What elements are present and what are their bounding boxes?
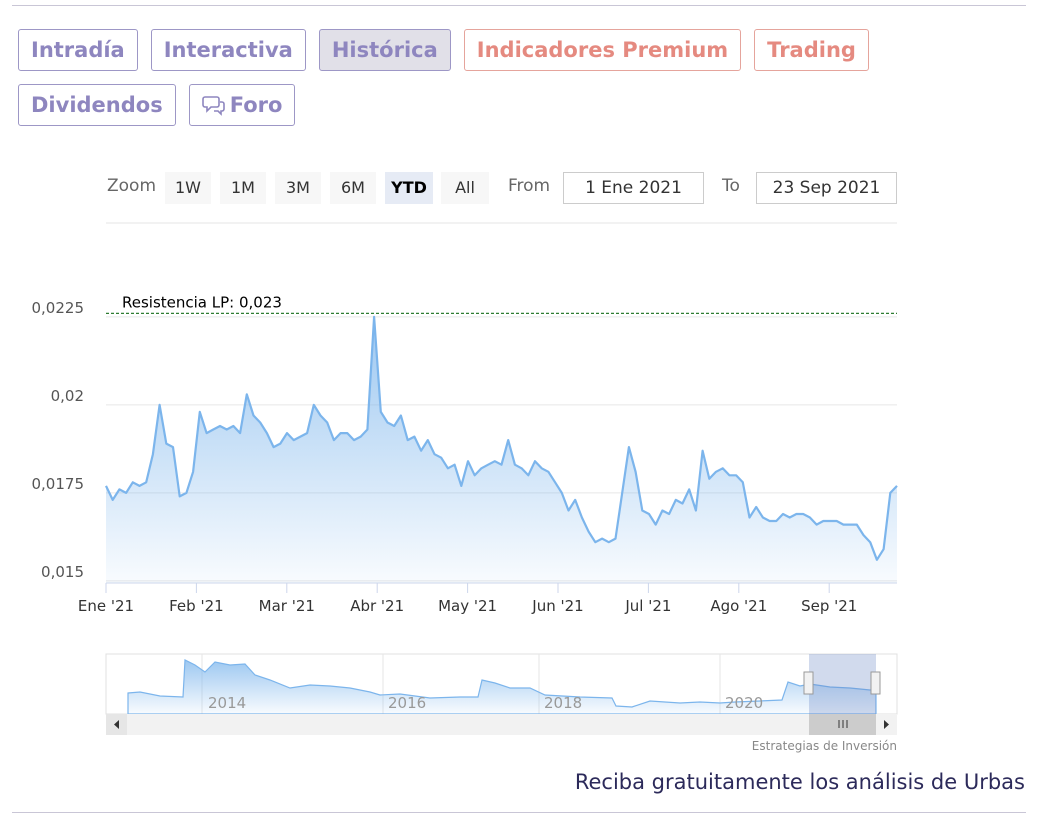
navigator-year: 2016	[388, 694, 426, 712]
tab[interactable]: Intradía	[18, 29, 138, 71]
navigator-year: 2014	[208, 694, 246, 712]
navigator-handle[interactable]	[803, 671, 814, 695]
from-input[interactable]: 1 Ene 2021	[563, 172, 704, 204]
x-tick-label: Ago '21	[710, 597, 767, 615]
zoom-button[interactable]: 1W	[165, 172, 211, 204]
scrollbar-track[interactable]	[106, 714, 897, 735]
navigator-handle[interactable]	[870, 671, 881, 695]
tab[interactable]: Interactiva	[150, 29, 306, 71]
x-tick-label: May '21	[438, 597, 497, 615]
x-tick-label: Jul '21	[624, 597, 671, 615]
y-tick-label: 0,02	[51, 387, 84, 405]
scrollbar-grip	[838, 720, 848, 728]
x-tick-label: Sep '21	[801, 597, 857, 615]
navigator-year: 2018	[544, 694, 582, 712]
x-tick-label: Mar '21	[259, 597, 315, 615]
tab[interactable]: Foro	[188, 84, 296, 126]
navigator-series	[127, 659, 877, 715]
credits[interactable]: Estrategias de Inversión	[752, 739, 897, 753]
line	[105, 315, 898, 561]
top-rule	[12, 5, 1026, 6]
tab[interactable]: Indicadores Premium	[463, 29, 742, 71]
area	[106, 316, 897, 583]
y-tick-label: 0,0175	[32, 475, 85, 493]
tab-label: Foro	[229, 93, 283, 117]
zoom-button-active[interactable]: YTD	[385, 172, 433, 204]
tab-active[interactable]: Histórica	[318, 29, 451, 71]
zoom-button[interactable]: All	[441, 172, 489, 204]
tab-bar: Intradía Interactiva Histórica Indicador…	[18, 29, 878, 126]
forum-icon	[201, 96, 225, 116]
zoom-button[interactable]: 3M	[275, 172, 321, 204]
zoom-button[interactable]: 6M	[330, 172, 376, 204]
bottom-rule	[12, 812, 1026, 813]
to-label: To	[722, 176, 740, 196]
zoom-label: Zoom	[107, 176, 157, 196]
footer-text[interactable]: Reciba gratuitamente los análisis de Urb…	[574, 770, 1025, 794]
from-label: From	[508, 176, 551, 196]
scroll-left-arrow	[114, 720, 119, 729]
resistance-label: Resistencia LP: 0,023	[122, 293, 282, 311]
x-tick-label: Ene '21	[78, 597, 134, 615]
x-tick-label: Jun '21	[531, 597, 583, 615]
zoom-button[interactable]: 1M	[220, 172, 266, 204]
navigator-year: 2020	[725, 694, 763, 712]
tab[interactable]: Trading	[754, 29, 869, 71]
to-input[interactable]: 23 Sep 2021	[756, 172, 897, 204]
scroll-right-arrow	[884, 720, 889, 729]
x-tick-label: Abr '21	[350, 597, 404, 615]
y-tick-label: 0,015	[41, 563, 84, 581]
tab[interactable]: Dividendos	[18, 84, 176, 126]
x-tick-label: Feb '21	[169, 597, 224, 615]
y-tick-label: 0,0225	[32, 299, 85, 317]
navigator-selection[interactable]	[809, 654, 876, 714]
